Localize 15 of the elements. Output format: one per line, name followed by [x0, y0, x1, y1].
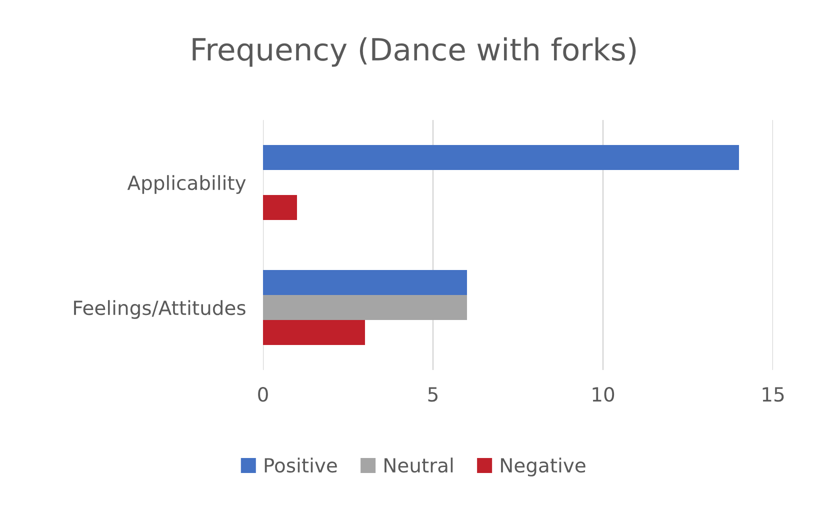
x-tick-label: 10 — [592, 387, 614, 402]
legend-label: Positive — [264, 458, 337, 473]
legend-label: Neutral — [384, 458, 453, 473]
x-tick-label: 0 — [258, 387, 268, 402]
legend-label: Negative — [501, 458, 586, 476]
bar — [263, 295, 467, 320]
bar — [263, 320, 365, 345]
bar — [263, 145, 739, 170]
chart-title: Frequency (Dance with forks) — [192, 37, 636, 67]
y-tick-label: Applicability — [127, 175, 246, 194]
y-tick-label: Feelings/Attitudes — [74, 300, 246, 319]
bar — [263, 195, 297, 220]
x-tick-label: 15 — [762, 387, 784, 402]
bar — [263, 270, 467, 295]
x-tick-label: 5 — [428, 387, 438, 402]
